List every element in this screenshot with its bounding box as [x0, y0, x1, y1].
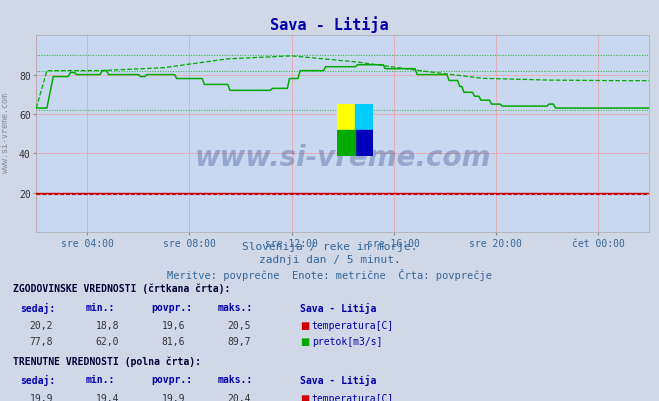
- Text: www.si-vreme.com: www.si-vreme.com: [194, 144, 491, 172]
- Text: 20,2: 20,2: [30, 320, 53, 330]
- Text: temperatura[C]: temperatura[C]: [312, 320, 394, 330]
- Text: Sava - Litija: Sava - Litija: [300, 302, 376, 313]
- Text: ■: ■: [300, 393, 309, 401]
- Text: 62,0: 62,0: [96, 336, 119, 346]
- Text: Sava - Litija: Sava - Litija: [270, 16, 389, 33]
- Text: Slovenija / reke in morje.: Slovenija / reke in morje.: [242, 241, 417, 251]
- Text: temperatura[C]: temperatura[C]: [312, 393, 394, 401]
- Text: zadnji dan / 5 minut.: zadnji dan / 5 minut.: [258, 255, 401, 265]
- Text: povpr.:: povpr.:: [152, 375, 192, 385]
- Text: 77,8: 77,8: [30, 336, 53, 346]
- Text: ■: ■: [300, 320, 309, 330]
- Text: www.si-vreme.com: www.si-vreme.com: [1, 92, 10, 172]
- Text: ■: ■: [300, 336, 309, 346]
- Text: 18,8: 18,8: [96, 320, 119, 330]
- Text: 20,5: 20,5: [227, 320, 251, 330]
- Text: TRENUTNE VREDNOSTI (polna črta):: TRENUTNE VREDNOSTI (polna črta):: [13, 355, 201, 366]
- Text: ZGODOVINSKE VREDNOSTI (črtkana črta):: ZGODOVINSKE VREDNOSTI (črtkana črta):: [13, 283, 231, 293]
- Bar: [337, 104, 355, 130]
- Text: maks.:: maks.:: [217, 375, 252, 385]
- Text: 19,9: 19,9: [30, 393, 53, 401]
- Text: sedaj:: sedaj:: [20, 375, 55, 385]
- Text: pretok[m3/s]: pretok[m3/s]: [312, 336, 382, 346]
- Text: 20,4: 20,4: [227, 393, 251, 401]
- Text: Meritve: povprečne  Enote: metrične  Črta: povprečje: Meritve: povprečne Enote: metrične Črta:…: [167, 268, 492, 280]
- Bar: [355, 130, 373, 156]
- Text: maks.:: maks.:: [217, 302, 252, 312]
- Text: 19,6: 19,6: [161, 320, 185, 330]
- Bar: [355, 104, 373, 130]
- Text: 19,9: 19,9: [161, 393, 185, 401]
- Text: povpr.:: povpr.:: [152, 302, 192, 312]
- Text: 81,6: 81,6: [161, 336, 185, 346]
- Text: 89,7: 89,7: [227, 336, 251, 346]
- Text: sedaj:: sedaj:: [20, 302, 55, 313]
- Text: min.:: min.:: [86, 375, 115, 385]
- Text: 19,4: 19,4: [96, 393, 119, 401]
- Text: min.:: min.:: [86, 302, 115, 312]
- Bar: [337, 130, 355, 156]
- Text: Sava - Litija: Sava - Litija: [300, 375, 376, 385]
